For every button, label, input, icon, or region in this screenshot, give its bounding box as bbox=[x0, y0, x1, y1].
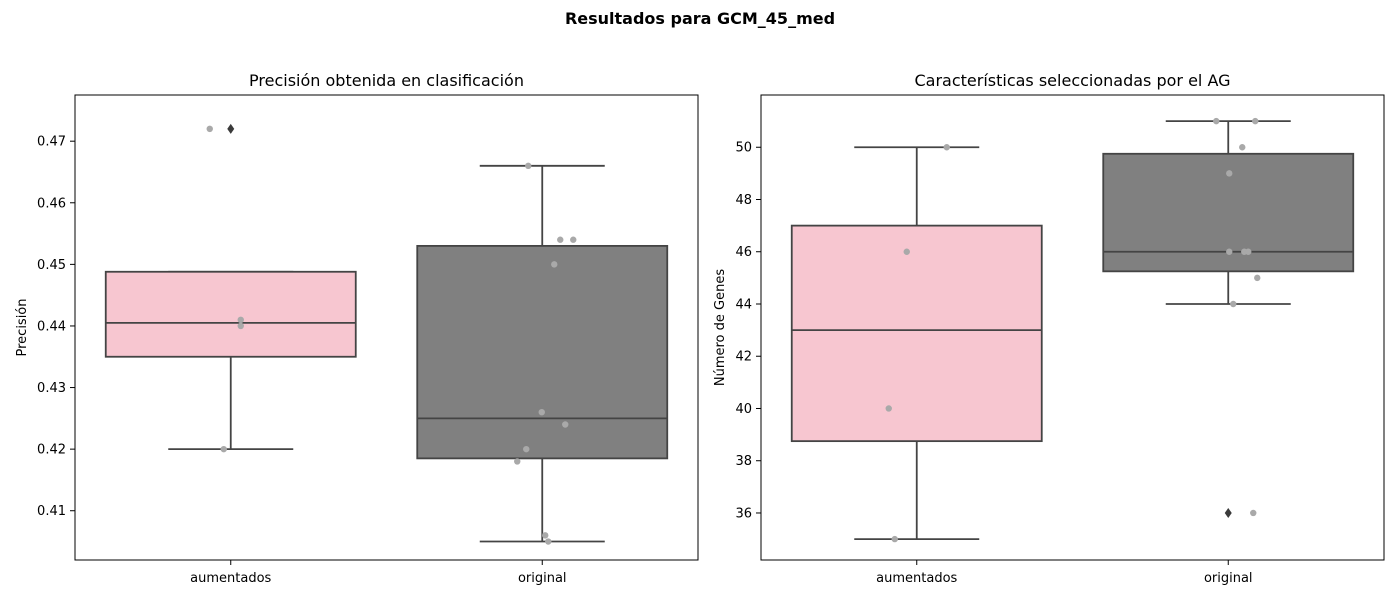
chart-panel-2: 36 38 40 42 44 46 48 50 aumentados original Caract… bbox=[713, 71, 1385, 586]
outlier-marker bbox=[227, 123, 235, 134]
data-point bbox=[943, 144, 950, 151]
data-point bbox=[1252, 117, 1259, 125]
data-point bbox=[1230, 300, 1237, 308]
y-tick-label: 46 bbox=[735, 245, 752, 260]
box-original bbox=[416, 164, 669, 543]
box-iqr bbox=[416, 244, 669, 460]
data-point bbox=[1254, 274, 1261, 282]
data-point bbox=[220, 445, 227, 453]
data-point bbox=[562, 421, 569, 428]
data-point bbox=[1213, 117, 1220, 125]
y-axis-label: Número de Genes bbox=[713, 269, 728, 386]
data-point bbox=[206, 125, 213, 133]
data-point bbox=[542, 532, 549, 539]
outlier-marker bbox=[1224, 507, 1232, 518]
x-tick-label: aumentados bbox=[876, 571, 957, 586]
data-point bbox=[1226, 248, 1233, 255]
y-tick-label: 0.46 bbox=[37, 196, 66, 211]
box-iqr bbox=[790, 224, 1043, 443]
data-point bbox=[237, 322, 244, 330]
chart-panel-1: 0.41 0.42 0.43 0.44 0.45 0.46 0.47 aumentados or… bbox=[15, 71, 699, 586]
data-point bbox=[551, 261, 558, 268]
data-point bbox=[1250, 509, 1257, 517]
data-point bbox=[538, 408, 545, 416]
y-tick-label: 40 bbox=[735, 402, 752, 417]
y-tick-label: 38 bbox=[735, 454, 752, 469]
y-tick-label: 0.45 bbox=[37, 258, 66, 273]
chart-title: Precisión obtenida en clasificación bbox=[249, 71, 524, 90]
y-tick-label: 0.44 bbox=[37, 319, 66, 334]
data-point bbox=[545, 538, 552, 545]
data-point bbox=[557, 236, 564, 243]
box-iqr bbox=[104, 270, 357, 358]
y-tick-label: 42 bbox=[735, 350, 752, 365]
plot-frame bbox=[74, 94, 699, 561]
x-tick-label: aumentados bbox=[190, 571, 271, 586]
data-point bbox=[570, 236, 577, 243]
y-tick-label: 0.43 bbox=[37, 381, 66, 396]
box-aumentados bbox=[790, 146, 1043, 541]
y-tick-label: 0.47 bbox=[37, 135, 66, 150]
y-tick-label: 50 bbox=[735, 141, 752, 156]
x-tick-label: original bbox=[1204, 571, 1253, 586]
box-aumentados bbox=[104, 123, 357, 451]
box-original bbox=[1102, 120, 1355, 518]
data-point bbox=[514, 458, 521, 465]
data-point bbox=[1245, 248, 1252, 255]
x-tick-label: original bbox=[518, 571, 567, 586]
data-point bbox=[237, 316, 244, 324]
y-tick-label: 0.42 bbox=[37, 443, 66, 458]
y-tick-label: 0.41 bbox=[37, 504, 66, 519]
data-point bbox=[1226, 170, 1233, 177]
chart-title: Características seleccionadas por el AG bbox=[914, 71, 1230, 90]
data-point bbox=[525, 162, 532, 170]
y-tick-label: 36 bbox=[735, 506, 752, 521]
data-point bbox=[891, 535, 898, 543]
y-tick-label: 44 bbox=[735, 297, 752, 312]
data-point bbox=[903, 248, 910, 255]
y-axis-label: Precisión bbox=[15, 298, 30, 356]
data-point bbox=[523, 445, 530, 453]
data-point bbox=[1239, 144, 1246, 151]
plot-frame bbox=[760, 94, 1385, 561]
y-tick-label: 48 bbox=[735, 193, 752, 208]
figure-title: Resultados para GCM_45_med bbox=[564, 9, 836, 28]
data-point bbox=[885, 405, 892, 412]
